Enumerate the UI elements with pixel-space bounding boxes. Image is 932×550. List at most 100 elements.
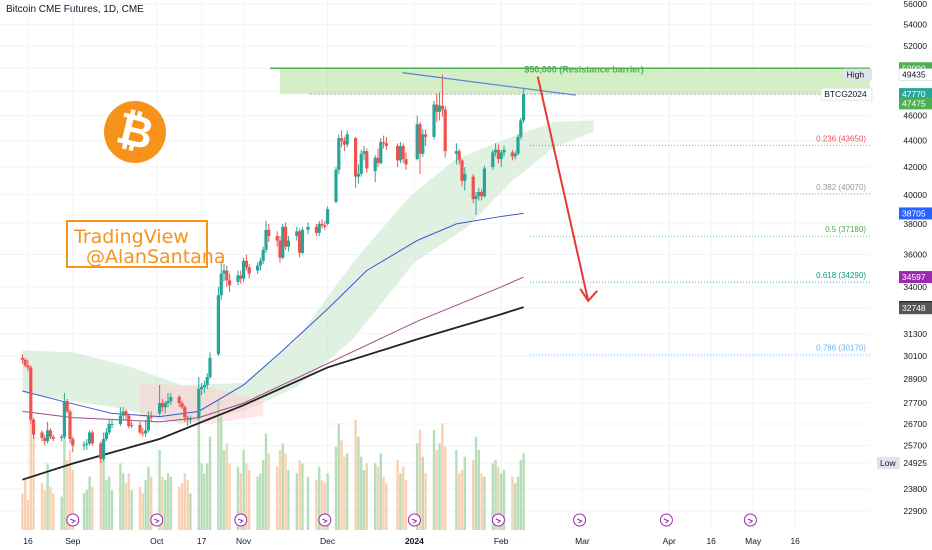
candle-body: [496, 149, 500, 160]
time-tick-label: Mar: [575, 536, 590, 546]
volume-bar: [222, 450, 226, 530]
price-label-bg: [899, 88, 932, 101]
price-tick-label: 24925: [903, 458, 927, 468]
price-tick-label: 28900: [903, 374, 927, 384]
candle-body: [225, 270, 229, 281]
volume-bar: [110, 490, 114, 530]
candle-body: [239, 275, 243, 279]
candle-body: [382, 142, 386, 144]
candle-body: [256, 265, 260, 271]
volume-bar: [267, 453, 270, 530]
candle-body: [359, 153, 363, 174]
moving-averages: [22, 212, 524, 481]
price-tick-label: 42000: [903, 162, 927, 172]
candle-body: [32, 419, 36, 435]
volume-bar: [189, 493, 192, 530]
volume-bar: [166, 473, 170, 530]
volume-bar: [180, 483, 184, 530]
resistance-label: $50,000 (Resistance barrier): [524, 64, 644, 74]
candle-body: [424, 134, 428, 137]
candle-body: [396, 145, 400, 161]
volume-bar: [24, 480, 27, 530]
candle-body: [494, 149, 498, 153]
candle-body: [502, 149, 506, 153]
volume-bar: [396, 460, 399, 530]
volume-bar: [127, 473, 130, 530]
price-label: 47770: [902, 89, 926, 99]
volume-bar: [99, 443, 102, 530]
volume-bar: [306, 476, 310, 530]
candle-body: [244, 260, 248, 268]
price-tick-label: 44000: [903, 136, 927, 146]
price-label: 50000: [902, 63, 926, 73]
candle-body: [334, 169, 338, 202]
watermark-line1: TradingView: [74, 226, 189, 248]
volume-bar: [337, 423, 340, 530]
volume-bar: [374, 463, 377, 530]
candle-body: [90, 432, 94, 444]
moving-average-line: [22, 212, 524, 418]
volume-bar: [138, 486, 142, 530]
volume-bar: [376, 466, 380, 530]
price-tick-label: 23800: [903, 484, 927, 494]
volume-bar: [256, 476, 259, 530]
candle-body: [463, 173, 467, 181]
volume-bar: [460, 470, 464, 530]
price-tick-label: 31300: [903, 329, 927, 339]
candle-body: [46, 430, 50, 442]
volume-bar: [68, 450, 72, 530]
time-tick-label: 16: [706, 536, 716, 546]
volume-bar: [26, 500, 30, 530]
candle-body: [460, 160, 464, 181]
time-tick-label: 2024: [405, 536, 424, 546]
volume-bar: [245, 463, 248, 530]
volume-bar: [444, 446, 447, 530]
volume-bar: [320, 480, 324, 530]
candles: [20, 74, 526, 463]
candle-body: [281, 226, 285, 258]
volume-bar: [315, 480, 318, 530]
volume-bar: [357, 436, 360, 530]
candle-body: [107, 423, 111, 433]
volume-bar: [217, 400, 220, 530]
volume-bar: [32, 436, 35, 530]
candle-body: [415, 124, 419, 160]
volume-bar: [362, 470, 366, 530]
volume-bar: [49, 486, 52, 530]
volume-bar: [130, 490, 133, 530]
volume-bar: [418, 430, 422, 530]
volume-bar: [500, 473, 503, 530]
candle-body: [208, 357, 212, 378]
candle-body: [29, 367, 33, 420]
trendline: [402, 72, 576, 96]
volume-bar: [91, 486, 94, 530]
volume-bar: [502, 470, 506, 530]
candle-body: [186, 417, 190, 420]
candle-body: [471, 176, 475, 200]
time-tick-label: Feb: [494, 536, 509, 546]
candle-body: [141, 432, 145, 434]
volume-bar: [438, 443, 441, 530]
fib-label: 0.618 (34290): [816, 271, 866, 280]
price-label: 49435: [902, 70, 926, 80]
candle-body: [183, 407, 187, 418]
candle-body: [124, 411, 128, 416]
candle-body: [85, 443, 89, 445]
candle-body: [177, 396, 181, 404]
volume-bar: [122, 473, 125, 530]
candle-body: [278, 240, 282, 258]
volume-bar: [183, 473, 186, 530]
candle-body: [295, 231, 299, 236]
projection-arrow-head: [579, 288, 598, 303]
candle-body: [222, 270, 226, 274]
time-tick-label: Apr: [663, 536, 676, 546]
volume-bar: [416, 443, 419, 530]
candle-body: [516, 136, 520, 154]
candle-body: [228, 280, 232, 286]
volume-bar: [203, 473, 206, 530]
price-tick-label: 54000: [903, 20, 927, 30]
candle-body: [20, 357, 24, 360]
candle-body: [62, 401, 66, 437]
volume-bar: [483, 476, 486, 530]
